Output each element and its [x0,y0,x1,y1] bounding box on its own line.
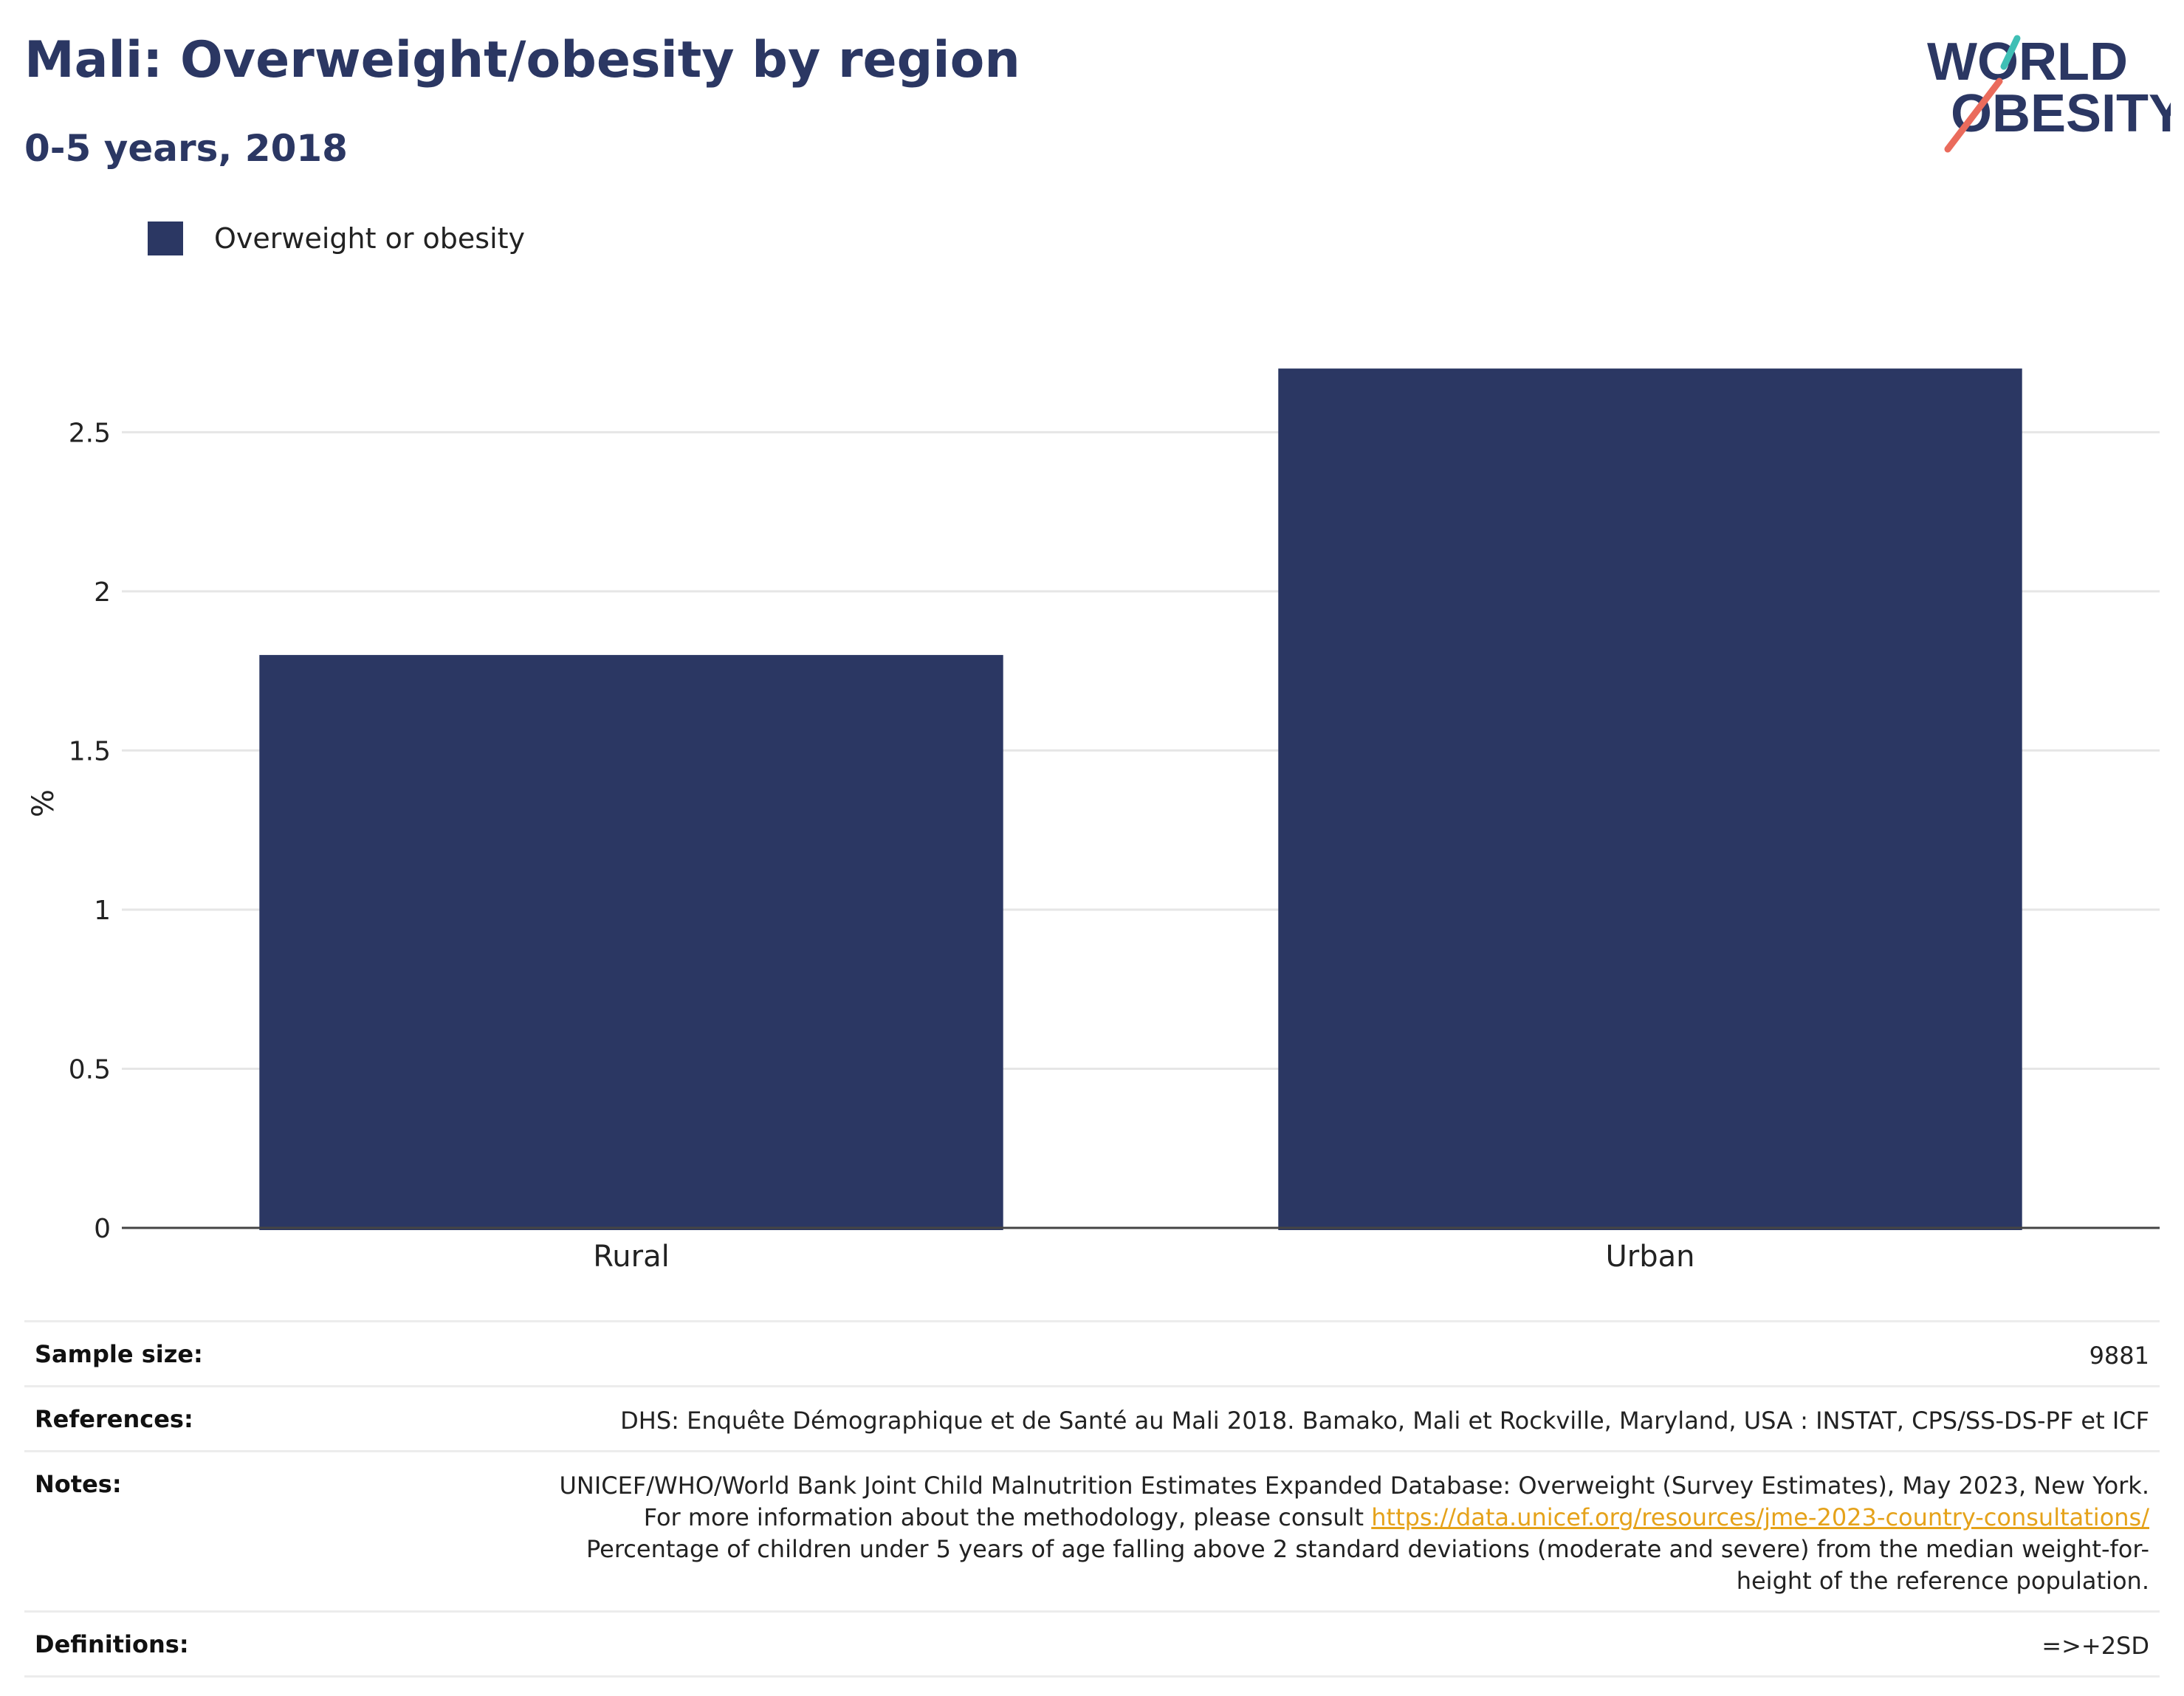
logo-text-world: WORLD [1927,32,2128,92]
definitions-value: =>+2SD [2042,1632,2149,1660]
logo-slash-top [2000,35,2021,70]
y-tick-label: 2 [94,577,111,608]
info-row-sample-size: Sample size: 9881 [24,1320,2160,1385]
y-tick-label: 1.5 [69,736,111,766]
bars [259,368,2022,1231]
world-obesity-logo: WORLD OBESITY [1927,32,2171,153]
y-axis-label: % [27,789,61,817]
notes-value: UNICEF/WHO/World Bank Joint Child Malnut… [525,1470,2150,1597]
logo-text-obesity: OBESITY [1951,84,2171,143]
logo-slash-bottom [1944,78,2003,153]
info-row-definitions: Definitions: =>+2SD [24,1610,2160,1678]
y-tick-label: 2.5 [69,418,111,448]
bar-rural [259,655,1003,1230]
methodology-link[interactable]: https://data.unicef.org/resources/jme-20… [1371,1503,2149,1531]
bar-urban [1278,368,2022,1231]
bar-chart: 0 0.5 1 1.5 2 2.5 Rural Urban % [27,368,2160,1274]
axes: 0 0.5 1 1.5 2 2.5 Rural Urban [69,418,2160,1274]
y-tick-label: 0.5 [69,1054,111,1085]
y-tick-label: 0 [94,1214,111,1244]
info-row-references: References: DHS: Enquête Démographique e… [24,1385,2160,1450]
sample-size-label: Sample size: [35,1340,203,1368]
y-tick-label: 1 [94,896,111,926]
x-tick-label: Urban [1606,1240,1695,1274]
sample-size-value: 9881 [2089,1342,2149,1370]
legend-swatch-overweight [148,222,183,255]
definitions-label: Definitions: [35,1630,189,1658]
notes-text: UNICEF/WHO/World Bank Joint Child Malnut… [559,1472,2150,1531]
info-table: Sample size: 9881 References: DHS: Enquê… [24,1320,2160,1678]
references-value: DHS: Enquête Démographique et de Santé a… [620,1407,2149,1435]
chart-title: Mali: Overweight/obesity by region [24,31,1020,89]
chart-legend[interactable]: Overweight or obesity [148,220,525,257]
chart-subtitle: 0-5 years, 2018 [24,127,348,170]
notes-definition-text: Percentage of children under 5 years of … [586,1535,2149,1595]
references-label: References: [35,1405,193,1433]
notes-label: Notes: [35,1470,122,1498]
legend-label-overweight: Overweight or obesity [214,222,526,255]
x-tick-label: Rural [593,1240,669,1274]
info-row-notes: Notes: UNICEF/WHO/World Bank Joint Child… [24,1450,2160,1610]
